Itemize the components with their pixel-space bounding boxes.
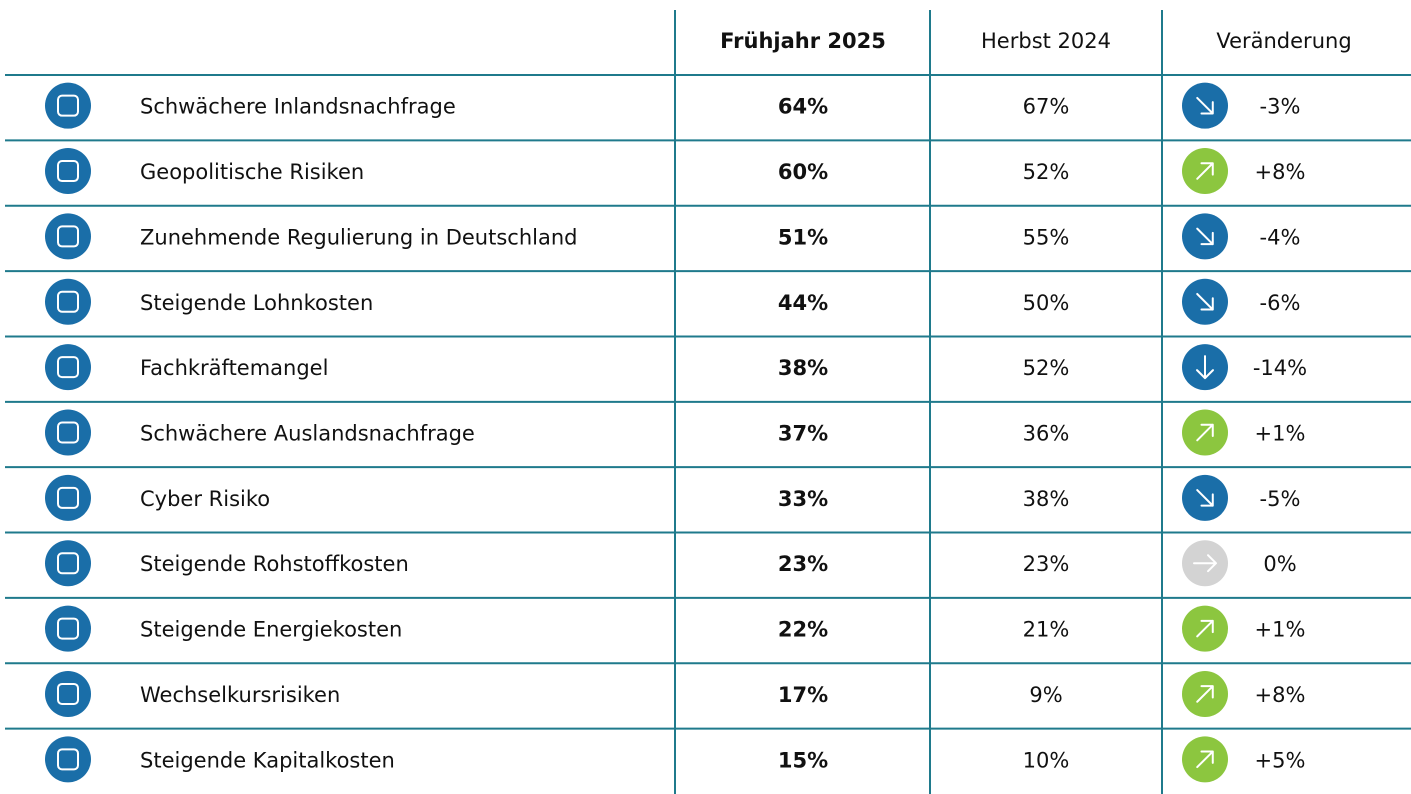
row-label: Wechselkursrisiken: [140, 683, 340, 707]
icon-glyph: [57, 486, 79, 509]
spring-value: 33%: [778, 487, 828, 511]
trend-arrow-glyph: [1196, 619, 1214, 638]
change-value: +8%: [1255, 683, 1306, 707]
row-icon: [45, 540, 91, 587]
spring-value: 17%: [778, 683, 828, 707]
icon-glyph: [57, 160, 79, 183]
row-label: Cyber Risiko: [140, 487, 270, 511]
row-label: Steigende Kapitalkosten: [140, 748, 395, 772]
change-value: -5%: [1260, 487, 1301, 511]
row-label: Steigende Energiekosten: [140, 618, 402, 642]
trend-arrow-glyph: [1196, 227, 1214, 246]
autumn-value: 9%: [1029, 683, 1062, 707]
autumn-value: 38%: [1023, 487, 1070, 511]
autumn-value: 55%: [1023, 225, 1070, 249]
autumn-value: 52%: [1023, 160, 1070, 184]
icon-glyph: [57, 682, 79, 705]
change-value: -3%: [1260, 95, 1301, 119]
trend-arrow-glyph: [1196, 292, 1214, 311]
row-icon: [45, 344, 91, 391]
autumn-value: 50%: [1023, 291, 1070, 315]
icon-glyph: [57, 94, 79, 117]
row-label: Schwächere Inlandsnachfrage: [140, 95, 456, 119]
trend-arrow-glyph: [1196, 750, 1214, 769]
spring-value: 51%: [778, 225, 828, 249]
change-value: -6%: [1260, 291, 1301, 315]
autumn-value: 67%: [1023, 95, 1070, 119]
spring-value: 60%: [778, 160, 828, 184]
row-label: Schwächere Auslandsnachfrage: [140, 422, 475, 446]
spring-value: 15%: [778, 748, 828, 772]
change-value: +1%: [1255, 422, 1306, 446]
change-value: +5%: [1255, 748, 1306, 772]
row-label: Geopolitische Risiken: [140, 160, 364, 184]
spring-value: 44%: [778, 291, 828, 315]
spring-value: 23%: [778, 552, 828, 576]
row-icon: [45, 82, 91, 129]
change-value: -14%: [1253, 356, 1307, 380]
row-icon: [45, 278, 91, 325]
row-label: Zunehmende Regulierung in Deutschland: [140, 225, 578, 249]
row-label: Fachkräftemangel: [140, 356, 328, 380]
spring-value: 37%: [778, 422, 828, 446]
icon-glyph: [57, 617, 79, 640]
trend-arrow-glyph: [1196, 162, 1214, 180]
autumn-value: 52%: [1023, 356, 1070, 380]
icon-glyph: [57, 356, 79, 379]
spring-value: 22%: [778, 618, 828, 642]
column-header: Veränderung: [1216, 29, 1351, 53]
row-icon: [45, 605, 91, 652]
change-value: 0%: [1263, 552, 1296, 576]
row-icon: [45, 736, 91, 783]
trend-arrow-glyph: [1196, 355, 1214, 380]
row-icon: [45, 409, 91, 456]
trend-arrow-glyph: [1193, 554, 1217, 573]
autumn-value: 23%: [1023, 552, 1070, 576]
change-value: +1%: [1255, 618, 1306, 642]
autumn-value: 10%: [1023, 748, 1070, 772]
row-icon: [45, 213, 91, 260]
change-value: -4%: [1260, 225, 1301, 249]
row-label: Steigende Rohstoffkosten: [140, 552, 409, 576]
spring-value: 38%: [778, 356, 828, 380]
column-header: Herbst 2024: [981, 29, 1111, 53]
change-value: +8%: [1255, 160, 1306, 184]
row-label: Steigende Lohnkosten: [140, 291, 373, 315]
icon-glyph: [57, 748, 79, 771]
row-icon: [45, 474, 91, 521]
icon-glyph: [57, 225, 79, 248]
row-icon: [45, 148, 91, 195]
trend-arrow-glyph: [1196, 423, 1214, 442]
autumn-value: 36%: [1023, 422, 1070, 446]
icon-glyph: [57, 421, 79, 444]
spring-value: 64%: [778, 95, 828, 119]
row-icon: [45, 670, 91, 717]
icon-glyph: [57, 290, 79, 313]
trend-arrow-glyph: [1196, 489, 1214, 507]
autumn-value: 21%: [1023, 618, 1070, 642]
trend-arrow-glyph: [1196, 685, 1214, 703]
icon-glyph: [57, 552, 79, 575]
trend-arrow-glyph: [1196, 96, 1214, 115]
column-header: Frühjahr 2025: [720, 29, 886, 53]
